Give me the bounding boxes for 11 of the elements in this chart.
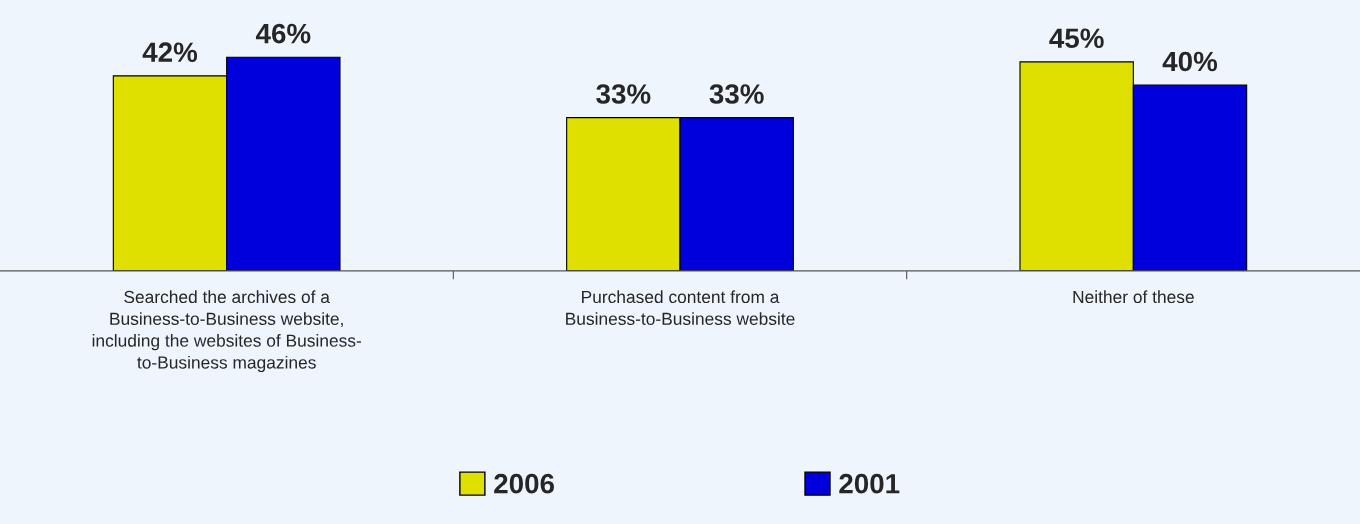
x-tick-label: Purchased content from a Business-to-Business website	[566, 290, 795, 325]
legend-label: 2006	[494, 473, 554, 494]
data-label: 42%	[142, 42, 198, 62]
x-tick-label: Neither of these	[1073, 290, 1194, 304]
data-label: 45%	[1049, 28, 1104, 49]
x-tick-label: Searched the archives of a Business-to-Business website, including the websites of Business- to-Business magazines	[92, 290, 362, 373]
data-label: 40%	[1162, 51, 1218, 72]
legend-label: 2001	[839, 473, 900, 494]
data-label: 33%	[709, 84, 764, 104]
data-label: 46%	[255, 23, 311, 44]
data-label: 33%	[596, 84, 651, 104]
